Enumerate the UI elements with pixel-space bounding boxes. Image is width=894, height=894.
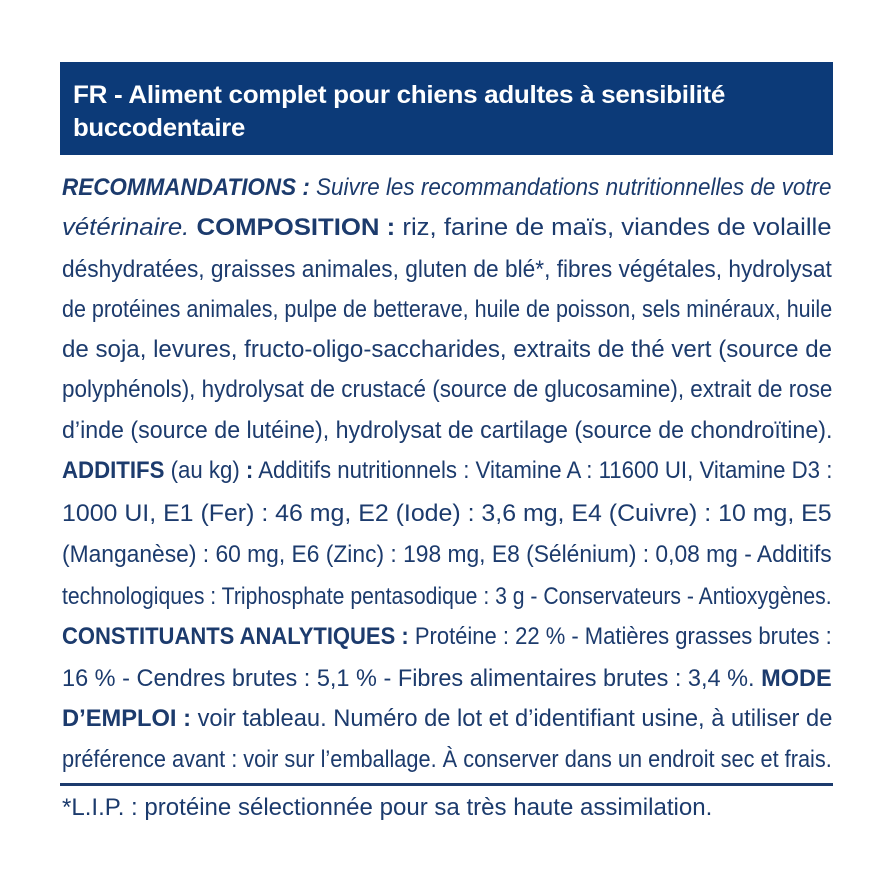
- text-line: (Manganèse) : 60 mg, E6 (Zinc) : 198 mg,…: [62, 540, 832, 570]
- text-line: D’EMPLOI : voir tableau. Numéro de lot e…: [62, 704, 832, 734]
- text-line: polyphénols), hydrolysat de crustacé (so…: [62, 375, 832, 405]
- text-segment: MODE: [754, 665, 832, 692]
- text-segment: vétérinaire.: [62, 214, 190, 241]
- text-line: déshydratées, graisses animales, gluten …: [62, 255, 832, 285]
- text-segment: 1000 UI, E1 (Fer) : 46 mg, E2 (Iode) : 3…: [62, 500, 832, 527]
- text-line: technologiques : Triphosphate pentasodiq…: [62, 582, 832, 612]
- title-line-1: FR - Aliment complet pour chiens adultes…: [73, 81, 725, 110]
- text-line: vétérinaire. COMPOSITION : riz, farine d…: [62, 213, 832, 243]
- text-segment: voir tableau. Numéro de lot et d’identif…: [190, 705, 833, 732]
- text-line: préférence avant : voir sur l’emballage.…: [62, 745, 832, 775]
- text-segment: préférence avant : voir sur l’emballage.…: [62, 746, 832, 773]
- text-segment: polyphénols), hydrolysat de crustacé (so…: [62, 376, 833, 403]
- text-segment: ADDITIFS: [62, 457, 165, 484]
- text-segment: d’inde (source de lutéine), hydrolysat d…: [62, 417, 833, 444]
- text-segment: D’EMPLOI :: [62, 705, 191, 732]
- title-text: Aliment complet pour chiens adultes à se…: [122, 81, 726, 109]
- text-line: d’inde (source de lutéine), hydrolysat d…: [62, 416, 832, 446]
- text-line: de protéines animales, pulpe de betterav…: [62, 295, 832, 325]
- text-segment: déshydratées, graisses animales, gluten …: [62, 256, 832, 283]
- text-segment: Suivre les recommandations nutritionnell…: [309, 174, 832, 201]
- text-segment: technologiques : Triphosphate pentasodiq…: [62, 583, 832, 610]
- text-segment: de protéines animales, pulpe de betterav…: [62, 296, 833, 323]
- text-line: RECOMMANDATIONS : Suivre les recommandat…: [62, 173, 832, 203]
- footnote: *L.I.P. : protéine sélectionnée pour sa …: [62, 794, 713, 821]
- text-line: CONSTITUANTS ANALYTIQUES : Protéine : 22…: [62, 622, 832, 652]
- text-line: de soja, levures, fructo-oligo-saccharid…: [62, 335, 832, 365]
- text-segment: COMPOSITION :: [189, 214, 396, 241]
- text-segment: 16 % - Cendres brutes : 5,1 % - Fibres a…: [62, 665, 755, 692]
- text-segment: (Manganèse) : 60 mg, E6 (Zinc) : 198 mg,…: [62, 541, 832, 568]
- text-segment: riz, farine de maïs, viandes de volaille: [395, 214, 832, 241]
- text-segment: (au kg): [164, 457, 246, 484]
- text-line: 1000 UI, E1 (Fer) : 46 mg, E2 (Iode) : 3…: [62, 499, 832, 529]
- text-segment: RECOMMANDATIONS :: [62, 174, 310, 201]
- divider: [60, 783, 833, 786]
- text-line: 16 % - Cendres brutes : 5,1 % - Fibres a…: [62, 664, 832, 694]
- text-segment: Additifs nutritionnels : Vitamine A : 11…: [253, 457, 833, 484]
- title-banner: FR - Aliment complet pour chiens adultes…: [60, 62, 833, 155]
- text-segment: CONSTITUANTS ANALYTIQUES :: [62, 623, 409, 650]
- language-code: FR -: [73, 81, 123, 109]
- text-segment: Protéine : 22 % - Matières grasses brute…: [408, 623, 832, 650]
- text-segment: de soja, levures, fructo-oligo-saccharid…: [62, 336, 833, 363]
- text-segment: :: [245, 457, 254, 484]
- title-line-2: buccodentaire: [73, 114, 245, 142]
- text-line: ADDITIFS (au kg) : Additifs nutritionnel…: [62, 456, 832, 486]
